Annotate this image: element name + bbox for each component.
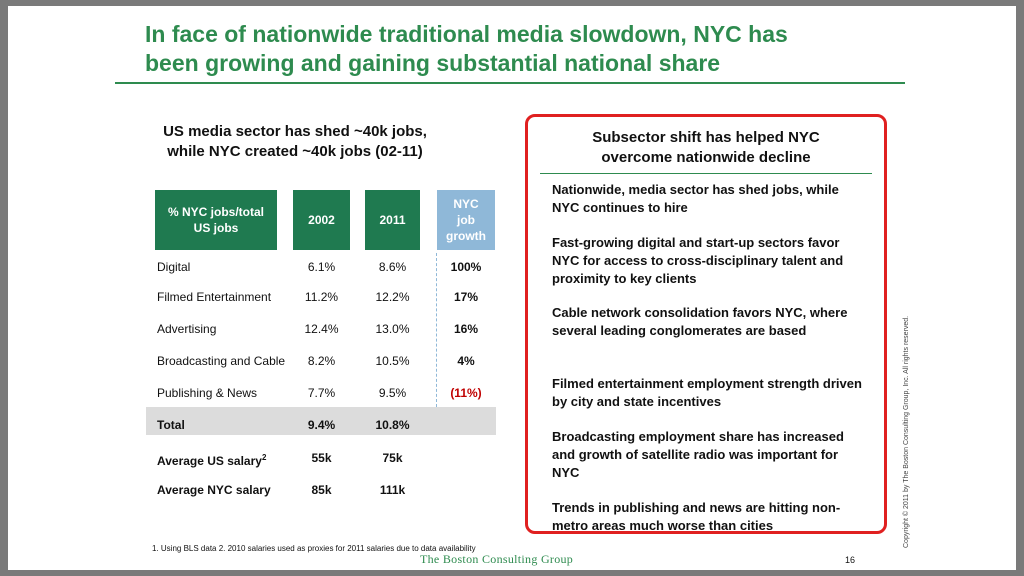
right-heading-divider — [540, 173, 872, 174]
row-2011-filmed: 12.2% — [375, 290, 410, 304]
row-2002-advertising: 12.4% — [304, 322, 339, 336]
slide-title-line-2: been growing and gaining substantial nat… — [145, 50, 721, 76]
row-label-filmed: Filmed Entertainment — [157, 290, 272, 304]
total-row-band — [146, 407, 496, 435]
title-divider — [115, 82, 905, 84]
row-2011-advertising: 13.0% — [375, 322, 410, 336]
header-share: % NYC jobs/total US jobs — [155, 190, 277, 250]
row-growth-broadcasting: 4% — [457, 354, 475, 368]
total-2002: 9.4% — [307, 418, 336, 432]
right-heading-line-1: Subsector shift has helped NYC — [592, 129, 820, 146]
copyright-notice: Copyright © 2011 by The Boston Consultin… — [903, 315, 910, 548]
point-4: Filmed entertainment employment strength… — [552, 376, 862, 409]
salary-us-footnote-mark: 2 — [261, 453, 267, 462]
row-2002-digital: 6.1% — [307, 260, 336, 274]
total-label: Total — [157, 418, 185, 432]
salary-nyc-2011: 111k — [379, 483, 406, 497]
row-2002-publishing: 7.7% — [307, 386, 336, 400]
row-growth-filmed: 17% — [453, 290, 479, 304]
header-growth-line-2: job — [457, 213, 475, 227]
row-growth-digital: 100% — [450, 260, 482, 274]
bcg-logo: The Boston Consulting Group — [420, 552, 574, 566]
point-3: Cable network consolidation favors NYC, … — [552, 305, 848, 338]
row-label-broadcasting: Broadcasting and Cable — [157, 354, 286, 368]
row-2011-publishing: 9.5% — [378, 386, 407, 400]
header-2011: 2011 — [365, 190, 420, 250]
left-section-heading: US media sector has shed ~40k jobs, whil… — [140, 122, 450, 162]
point-2: Fast-growing digital and start-up sector… — [552, 235, 844, 286]
total-2011: 10.8% — [375, 418, 410, 432]
slide — [8, 6, 1016, 570]
salary-us-label-text: Average US salary — [157, 454, 262, 468]
salary-nyc-label: Average NYC salary — [157, 483, 271, 497]
row-2011-digital: 8.6% — [378, 260, 407, 274]
header-growth: NYC job growth — [437, 190, 495, 250]
page-number: 16 — [845, 555, 856, 565]
row-growth-advertising: 16% — [453, 322, 479, 336]
slide-title: In face of nationwide traditional media … — [145, 20, 905, 78]
row-2002-broadcasting: 8.2% — [307, 354, 336, 368]
point-5: Broadcasting employment share has increa… — [552, 429, 844, 480]
header-2002: 2002 — [293, 190, 350, 250]
slide-title-line-1: In face of nationwide traditional media … — [145, 21, 788, 47]
right-heading-line-2: overcome nationwide decline — [601, 149, 811, 166]
salary-us-2002: 55k — [311, 451, 332, 465]
header-growth-line-1: NYC — [453, 197, 479, 211]
growth-column-divider — [436, 253, 437, 407]
footnote: 1. Using BLS data 2. 2010 salaries used … — [152, 544, 476, 553]
row-growth-publishing: (11%) — [450, 386, 482, 400]
left-heading-line-1: US media sector has shed ~40k jobs, — [163, 123, 427, 140]
right-section-heading: Subsector shift has helped NYC overcome … — [540, 128, 872, 168]
salary-us-label: Average US salary2 — [157, 450, 267, 468]
point-1: Nationwide, media sector has shed jobs, … — [552, 182, 839, 215]
salary-us-2011: 75k — [382, 451, 403, 465]
left-heading-line-2: while NYC created ~40k jobs (02-11) — [167, 143, 423, 160]
salary-nyc-2002: 85k — [311, 483, 332, 497]
row-2002-filmed: 11.2% — [304, 290, 339, 304]
row-label-publishing: Publishing & News — [157, 386, 258, 400]
row-2011-broadcasting: 10.5% — [375, 354, 410, 368]
highlight-box — [525, 114, 887, 534]
point-6: Trends in publishing and news are hittin… — [552, 500, 841, 533]
row-label-advertising: Advertising — [157, 322, 217, 336]
header-growth-line-3: growth — [446, 229, 486, 243]
row-label-digital: Digital — [157, 260, 191, 274]
